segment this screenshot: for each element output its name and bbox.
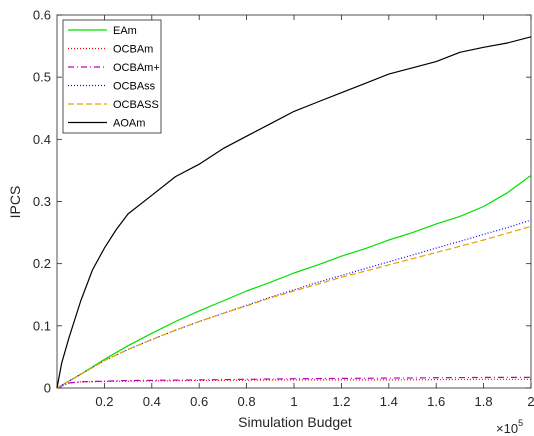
series-line-aoam: [56, 36, 532, 389]
x-axis-label: Simulation Budget: [238, 414, 352, 430]
series-line-ocbam-plus: [56, 376, 531, 389]
legend-label: OCBAm+: [113, 62, 160, 74]
legend-label: OCBAm: [113, 44, 153, 56]
x-tick-label: 0.4: [143, 394, 161, 409]
x-tick-label: 0.8: [238, 394, 256, 409]
y-tick-label: 0.6: [33, 8, 51, 23]
y-tick-label: 0.5: [33, 70, 51, 85]
legend-box: [62, 19, 162, 134]
x-tick-label: 0.2: [95, 394, 113, 409]
series-lines: [56, 36, 532, 389]
x-multiplier-exponent: 5: [518, 418, 523, 428]
x-multiplier-base: ×10: [496, 421, 518, 436]
legend: EAm OCBAm OCBAm+ OCBAss OCBASS AOAm: [62, 19, 162, 134]
y-tick-label: 0: [44, 381, 51, 396]
y-axis-label: IPCS: [7, 186, 23, 219]
x-tick-label: 1.4: [380, 394, 398, 409]
x-tick-label: 1.6: [427, 394, 445, 409]
y-tick-label: 0.2: [33, 256, 51, 271]
legend-label: AOAm: [113, 118, 145, 130]
x-tick-label: 0.6: [190, 394, 208, 409]
x-multiplier: ×105: [496, 418, 523, 436]
y-tick-label: 0.1: [33, 318, 51, 333]
x-tick-label: 1.2: [332, 394, 350, 409]
x-tick-label: 2: [527, 394, 534, 409]
x-tick-label: 1.8: [475, 394, 493, 409]
y-tick-label: 0.3: [33, 194, 51, 209]
x-tick-label: 1: [290, 394, 297, 409]
series-line-ocbam: [56, 378, 531, 389]
series-line-ocbass: [56, 225, 532, 389]
legend-label: OCBAss: [113, 81, 156, 93]
legend-label: OCBASS: [113, 99, 159, 111]
series-line-eam: [56, 174, 532, 389]
legend-label: EAm: [113, 25, 137, 37]
y-tick-label: 0.4: [33, 132, 51, 147]
